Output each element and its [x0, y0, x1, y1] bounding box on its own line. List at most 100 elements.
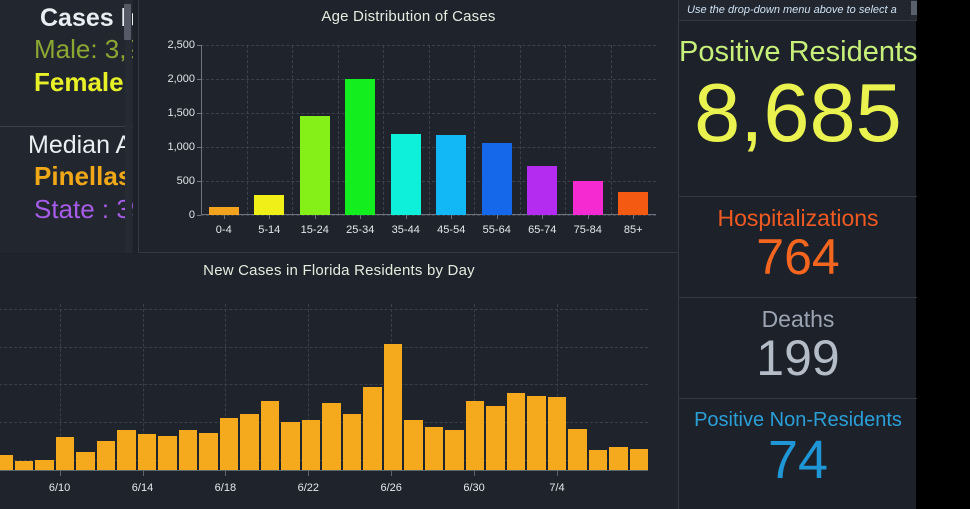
new-cases-bar-group [281, 304, 300, 471]
new-cases-x-tick-mark [225, 471, 227, 476]
new-cases-bar-group [527, 304, 546, 471]
age-bar-group: 45-54 [429, 45, 475, 236]
new-cases-bar[interactable] [322, 403, 341, 471]
new-cases-gridline-vertical [557, 304, 558, 471]
new-cases-bar[interactable] [506, 393, 526, 471]
hint-scrollbar-thumb[interactable] [911, 1, 917, 15]
new-cases-bar[interactable] [260, 400, 280, 471]
new-cases-bar[interactable] [588, 450, 608, 471]
new-cases-gridline [0, 309, 648, 310]
age-bar[interactable] [390, 134, 421, 215]
stat-hospitalizations-label: Hospitalizations [717, 205, 879, 231]
cases-by-sex-title: Cases by [40, 4, 133, 32]
new-cases-bar[interactable] [342, 413, 362, 471]
new-cases-bar-group [404, 304, 423, 471]
age-bar[interactable] [436, 135, 467, 215]
new-cases-bar[interactable] [55, 436, 75, 471]
new-cases-bar-group [137, 304, 157, 471]
stat-positive-residents-value: 8,685 [694, 66, 902, 160]
new-cases-bar-group [383, 304, 403, 471]
left-panel-scrollbar-thumb[interactable] [124, 4, 131, 40]
age-bar[interactable] [481, 142, 512, 215]
new-cases-bar[interactable] [404, 419, 423, 471]
new-cases-bars [0, 304, 648, 471]
new-cases-bar[interactable] [178, 429, 198, 471]
left-panel-scrollbar[interactable] [124, 0, 132, 253]
new-cases-bar[interactable] [527, 396, 546, 471]
new-cases-bar-group [158, 304, 177, 471]
age-chart-y-tick-mark [197, 147, 201, 148]
new-cases-bar[interactable] [629, 449, 648, 471]
age-bar-group: 65-74 [520, 45, 566, 236]
age-chart-gridline-vertical [383, 45, 384, 215]
new-cases-x-tick-mark [59, 471, 61, 476]
new-cases-bar[interactable] [96, 440, 116, 471]
age-bar-group: 75-84 [565, 45, 611, 236]
new-cases-bar[interactable] [609, 447, 628, 471]
new-cases-bar-group [424, 304, 444, 471]
new-cases-bar[interactable] [445, 429, 464, 471]
new-cases-bar-group [14, 304, 34, 471]
age-chart-y-tick-mark [197, 45, 201, 46]
new-cases-bar[interactable] [137, 433, 157, 471]
new-cases-bar-group [547, 304, 567, 471]
age-bar[interactable] [208, 206, 239, 215]
hint-scrollbar[interactable] [911, 0, 917, 20]
new-cases-bar[interactable] [219, 417, 239, 471]
new-cases-bar[interactable] [158, 435, 177, 471]
new-cases-bar[interactable] [301, 419, 321, 471]
age-bar-group: 35-44 [383, 45, 429, 236]
age-bar[interactable] [618, 191, 649, 215]
new-cases-gridline [0, 384, 648, 386]
age-chart-gridline-vertical [519, 45, 521, 215]
new-cases-bar[interactable] [76, 451, 95, 471]
age-bar-group: 55-64 [474, 45, 520, 236]
new-cases-bar[interactable] [568, 428, 587, 471]
new-cases-bar[interactable] [281, 422, 300, 471]
new-cases-bar[interactable] [240, 413, 259, 471]
age-bar[interactable] [254, 195, 285, 215]
new-cases-bar[interactable] [547, 397, 567, 471]
new-cases-bar[interactable] [199, 433, 218, 471]
new-cases-bar[interactable] [486, 405, 505, 471]
new-cases-x-tick-label: 6/30 [463, 482, 485, 494]
new-cases-bar[interactable] [0, 454, 13, 471]
new-cases-bar[interactable] [35, 460, 54, 471]
new-cases-bar-group [96, 304, 116, 471]
new-cases-bar[interactable] [117, 430, 136, 471]
age-bar[interactable] [572, 181, 603, 215]
new-cases-gridline [0, 346, 648, 348]
new-cases-bar-group [301, 304, 321, 471]
age-chart-x-tick-label: 65-74 [528, 224, 557, 236]
age-bar-group: 85+ [611, 45, 657, 236]
stat-hospitalizations: Hospitalizations 764 [679, 197, 917, 298]
new-cases-bar[interactable] [465, 401, 485, 471]
new-cases-bar-group [506, 304, 526, 471]
age-chart-gridline-vertical [610, 45, 612, 215]
age-chart-x-tick-label: 35-44 [391, 224, 420, 236]
new-cases-bar[interactable] [363, 387, 382, 471]
new-cases-x-tick-label: 6/22 [297, 482, 320, 494]
new-cases-bar[interactable] [424, 427, 444, 471]
age-bar[interactable] [345, 79, 376, 215]
stat-hospitalizations-value: 764 [756, 229, 840, 286]
new-cases-bar[interactable] [14, 460, 34, 471]
new-cases-bar-group [363, 304, 382, 471]
new-cases-bar[interactable] [383, 344, 403, 471]
new-cases-bar-group [609, 304, 628, 471]
new-cases-gridline-vertical [225, 304, 227, 471]
new-cases-bar-group [465, 304, 485, 471]
new-cases-bar-group [322, 304, 341, 471]
stat-deaths-value: 199 [756, 330, 840, 387]
age-chart-x-tick-mark [360, 215, 362, 219]
age-distribution-plot-area: 0-4 5-14 15-24 25-34 35-44 45-54 55-64 65-74 75-… [167, 39, 657, 236]
new-cases-x-tick-mark [391, 471, 393, 476]
age-chart-y-tick-mark [197, 181, 201, 182]
new-cases-gridline-vertical [474, 304, 476, 471]
new-cases-bar-group [629, 304, 648, 471]
new-cases-plot-area: 6/66/106/146/186/226/266/307/4 [0, 304, 648, 494]
age-bar[interactable] [527, 166, 558, 215]
age-chart-x-tick-mark [405, 215, 407, 219]
age-bar[interactable] [299, 116, 330, 215]
age-chart-y-tick-label: 2,500 [167, 39, 195, 51]
